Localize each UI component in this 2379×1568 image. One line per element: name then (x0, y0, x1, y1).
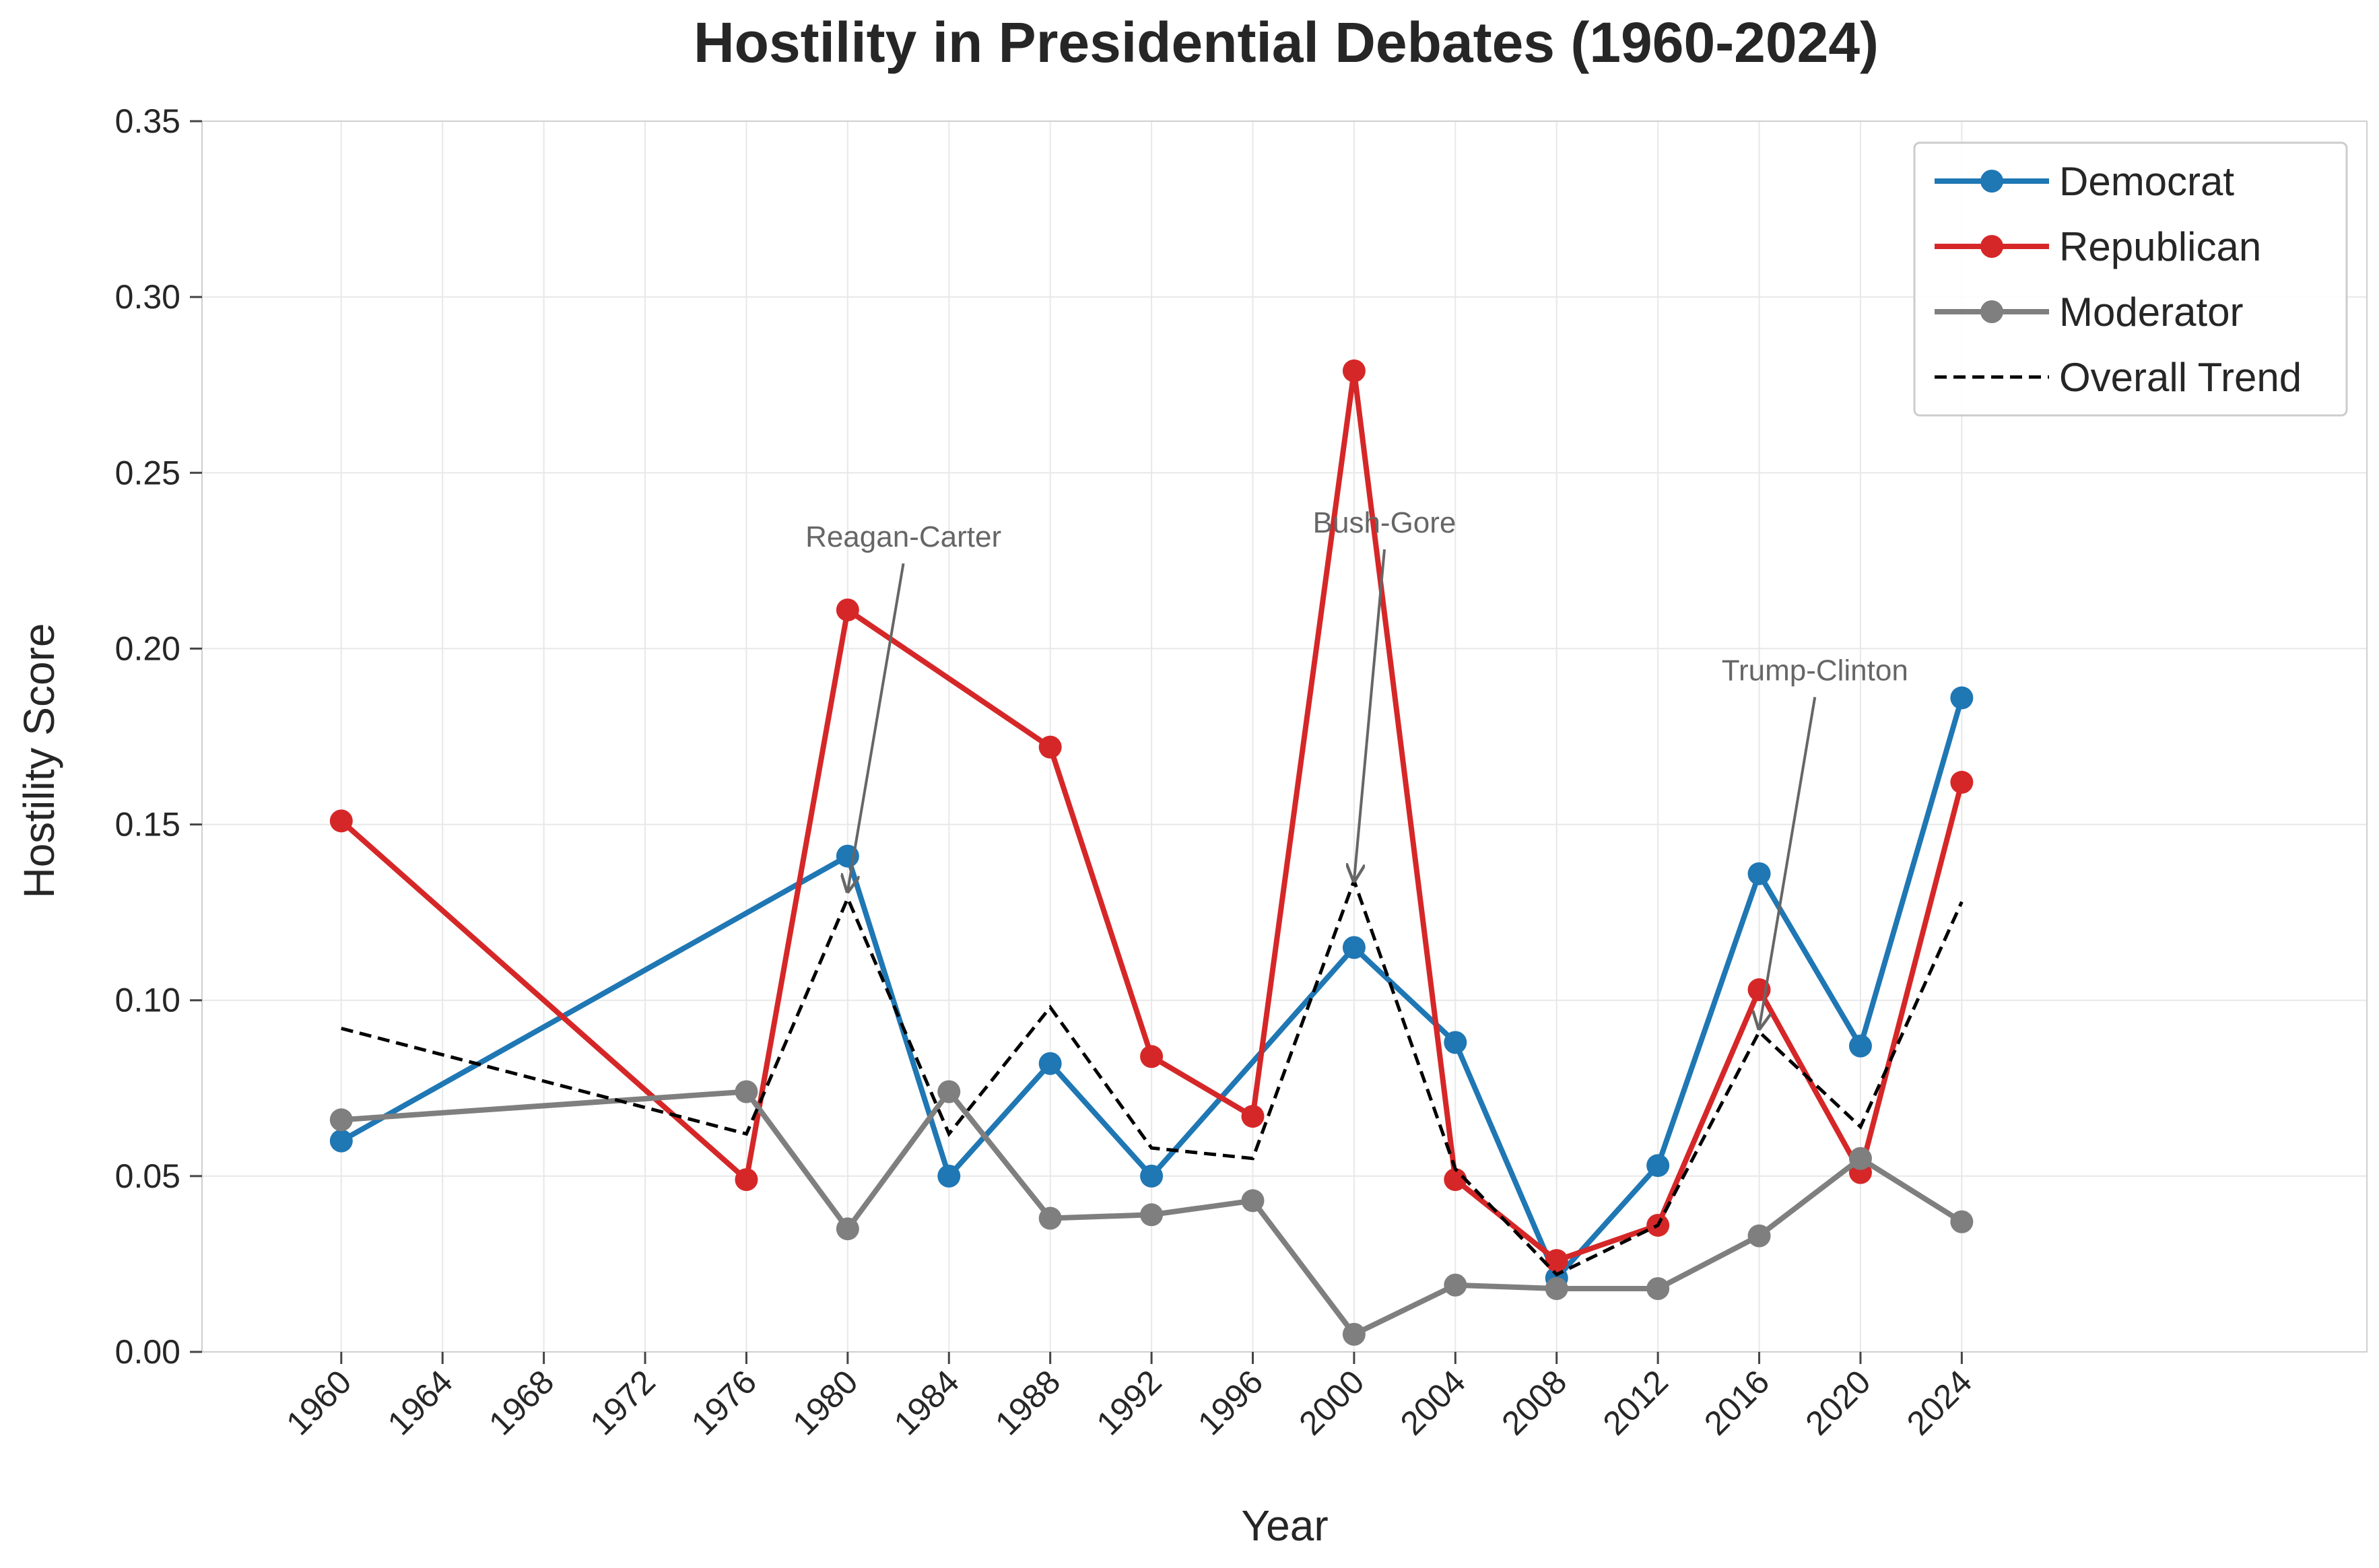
democrat-point (1444, 1031, 1467, 1054)
plot-frame (201, 121, 2368, 1353)
x-tick-label: 1968 (481, 1363, 561, 1442)
annotation-arrow (1760, 697, 1817, 1028)
annotations: Reagan-Carter Bush-Gore Trump-Clinton (805, 506, 1908, 1028)
x-axis-label: Year (1241, 1501, 1328, 1550)
legend-label-overall-trend: Overall Trend (2059, 355, 2302, 400)
y-tick-label: 0.10 (115, 982, 180, 1019)
moderator-point (735, 1080, 758, 1103)
legend-marker-democrat (1980, 170, 2003, 193)
republican-point (836, 598, 859, 621)
x-tick-label: 2004 (1393, 1363, 1473, 1442)
democrat-point (937, 1164, 961, 1188)
democrat-point (1646, 1154, 1670, 1178)
moderator-point (1848, 1147, 1872, 1170)
democrat-point (1747, 862, 1771, 885)
democrat-point (1140, 1164, 1164, 1188)
x-tick-label: 1964 (380, 1363, 460, 1442)
legend-label-moderator: Moderator (2059, 289, 2243, 335)
y-axis-label: Hostility Score (15, 623, 63, 899)
x-tick-label: 1992 (1090, 1363, 1169, 1442)
annotation-label: Trump-Clinton (1722, 654, 1908, 687)
moderator-point (937, 1080, 961, 1103)
republican-point (1241, 1105, 1265, 1128)
annotation-arrow (848, 563, 905, 891)
x-tick-label: 2000 (1292, 1363, 1371, 1442)
annotation-label: Bush-Gore (1313, 506, 1456, 539)
moderator-point (1646, 1276, 1670, 1300)
x-tick-label: 1972 (583, 1363, 663, 1442)
democrat-line (339, 697, 1965, 1281)
democrat-point (1848, 1034, 1872, 1058)
republican-point (1140, 1045, 1164, 1068)
y-tick-label: 0.25 (115, 454, 180, 491)
x-tick-label: 2008 (1494, 1363, 1574, 1442)
legend-box (1913, 141, 2348, 417)
democrat-point (1950, 686, 1974, 710)
moderator-line (341, 1089, 1964, 1337)
x-tick-label: 1988 (988, 1363, 1067, 1442)
legend-marker-moderator (1980, 300, 2003, 323)
republican-point (1038, 735, 1062, 759)
y-tick-label: 0.15 (115, 806, 180, 844)
x-tick-label: 1996 (1191, 1363, 1270, 1442)
republican-point (1545, 1249, 1568, 1272)
y-tick-label: 0.20 (115, 629, 180, 667)
moderator-point (1545, 1276, 1568, 1300)
democrat-point (329, 1129, 353, 1153)
moderator-point (1444, 1273, 1467, 1297)
moderator-point (1038, 1206, 1062, 1230)
x-tick-label: 2020 (1798, 1363, 1877, 1442)
chart-title: Hostility in Presidential Debates (1960-… (694, 11, 1879, 74)
x-tick-label: 1980 (785, 1363, 865, 1442)
moderator-point (1747, 1224, 1771, 1248)
moderator-point (836, 1217, 859, 1241)
legend-marker-republican (1980, 235, 2003, 258)
x-tick-label: 1976 (684, 1363, 764, 1442)
y-tick-label: 0.00 (115, 1333, 180, 1371)
annotation-arrow (1354, 549, 1386, 881)
y-tick-label: 0.05 (115, 1157, 180, 1195)
republican-point (1342, 359, 1366, 382)
x-tick-label: 1960 (279, 1363, 358, 1442)
republican-point (735, 1168, 758, 1192)
moderator-point (1950, 1210, 1974, 1233)
moderator-point (1342, 1322, 1366, 1346)
overall-trend-line (341, 875, 1964, 1277)
y-tick-label: 0.30 (115, 278, 180, 316)
moderator-point (1140, 1203, 1164, 1227)
legend-label-republican: Republican (2059, 224, 2261, 269)
legend: Democrat Republican Moderator Overall Trend (1913, 141, 2348, 417)
annotation-label: Reagan-Carter (805, 520, 1001, 553)
legend-label-democrat: Democrat (2059, 159, 2234, 204)
x-tick-label: 2012 (1596, 1363, 1675, 1442)
republican-point (1444, 1168, 1467, 1192)
democrat-point (1038, 1052, 1062, 1075)
x-tick-label: 2016 (1697, 1363, 1776, 1442)
moderator-point (329, 1108, 353, 1132)
x-tick-label: 2024 (1900, 1363, 1979, 1442)
moderator-point (1241, 1189, 1265, 1213)
democrat-point (1342, 936, 1366, 959)
republican-point (329, 809, 353, 833)
republican-point (1950, 770, 1974, 794)
x-tick-label: 1984 (887, 1363, 966, 1442)
series (329, 359, 1974, 1346)
y-tick-label: 0.35 (115, 102, 180, 140)
